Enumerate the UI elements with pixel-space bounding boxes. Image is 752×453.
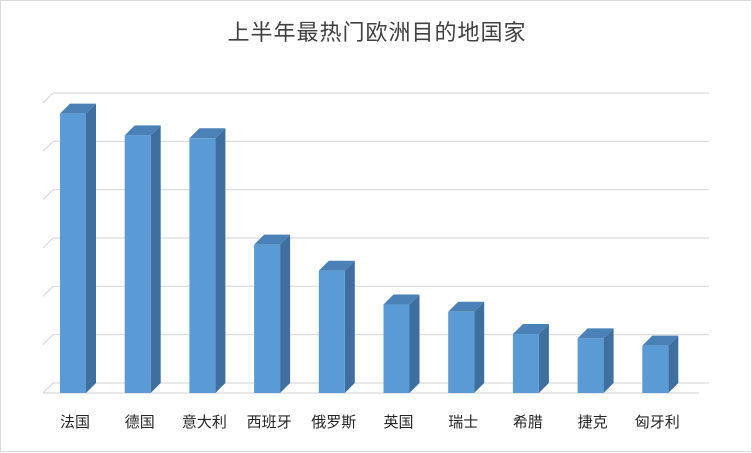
x-tick-label: 瑞士 bbox=[448, 413, 478, 431]
bar-side bbox=[538, 324, 549, 393]
gridline-side bbox=[42, 140, 54, 152]
bar-side bbox=[603, 328, 614, 393]
bar bbox=[577, 338, 604, 393]
bar bbox=[448, 311, 475, 393]
bar-top bbox=[60, 103, 96, 114]
x-tick-label: 英国 bbox=[383, 413, 413, 431]
bar-top bbox=[318, 260, 355, 271]
gridline-side bbox=[42, 237, 54, 249]
bar bbox=[642, 345, 669, 393]
x-tick-label: 德国 bbox=[125, 413, 155, 431]
bar-side bbox=[344, 260, 355, 393]
bar-top bbox=[577, 328, 614, 339]
bar-top bbox=[642, 335, 679, 346]
bar-top bbox=[383, 294, 420, 305]
bar bbox=[124, 135, 151, 393]
bar-side bbox=[150, 125, 161, 393]
x-tick-label: 匈牙利 bbox=[635, 413, 680, 431]
x-tick-label: 希腊 bbox=[513, 413, 543, 431]
bar-side bbox=[215, 128, 226, 393]
bar bbox=[254, 244, 281, 393]
gridline-side bbox=[42, 334, 54, 346]
bar-side bbox=[409, 294, 420, 393]
bar-side bbox=[474, 301, 485, 393]
x-tick-label: 捷克 bbox=[578, 413, 608, 431]
bar-top bbox=[448, 301, 485, 312]
gridline-side bbox=[42, 189, 54, 201]
bar bbox=[383, 304, 410, 393]
bar-top bbox=[189, 128, 226, 139]
x-tick-label: 意大利 bbox=[182, 413, 227, 431]
bar-side bbox=[280, 234, 291, 393]
bar bbox=[512, 334, 539, 393]
bar bbox=[318, 270, 345, 393]
bar bbox=[60, 113, 86, 393]
bar-side bbox=[86, 103, 96, 393]
gridline-side bbox=[42, 382, 54, 394]
bar-top bbox=[124, 125, 161, 136]
x-tick-label: 俄罗斯 bbox=[311, 413, 356, 431]
bar bbox=[189, 138, 216, 393]
gridline-side bbox=[42, 92, 54, 104]
bar-top bbox=[512, 324, 549, 335]
gridline-side bbox=[42, 285, 54, 297]
bar-top bbox=[254, 234, 291, 245]
chart-title: 上半年最热门欧洲目的地国家 bbox=[227, 21, 527, 46]
x-tick-label: 法国 bbox=[60, 413, 90, 431]
x-tick-label: 西班牙 bbox=[247, 413, 292, 431]
bar-side bbox=[668, 335, 679, 393]
